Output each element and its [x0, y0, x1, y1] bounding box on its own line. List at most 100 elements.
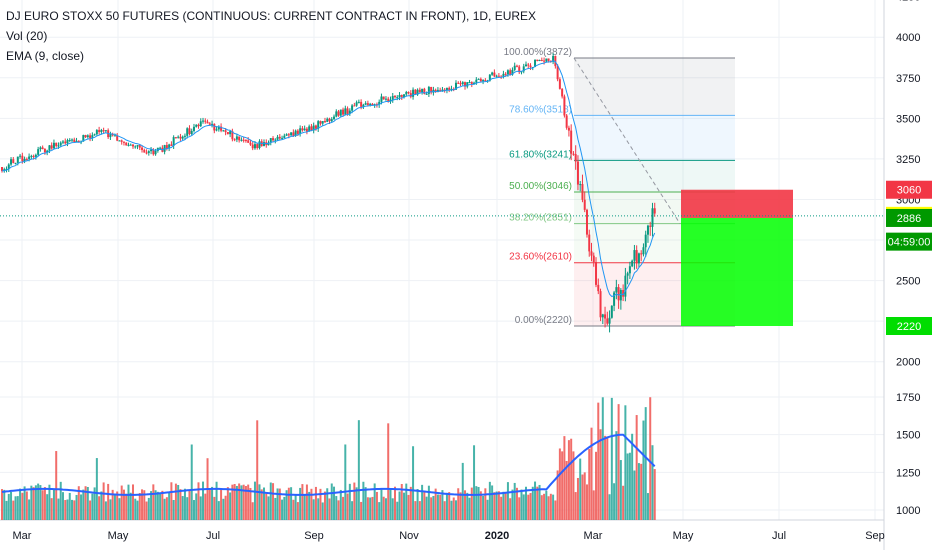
candle-body	[238, 136, 241, 141]
volume-bar	[364, 487, 367, 520]
candle-body	[649, 225, 652, 227]
volume-bar	[202, 481, 205, 520]
volume-bar	[156, 491, 159, 520]
candle-body	[631, 260, 634, 267]
candle-body	[595, 262, 598, 285]
candle-body	[147, 151, 150, 153]
volume-bar	[579, 458, 582, 520]
volume-bar	[64, 500, 67, 520]
candle-body	[534, 59, 537, 67]
candle-body	[224, 130, 227, 133]
volume-ema-line	[1, 433, 656, 496]
volume-bar	[188, 491, 191, 520]
candle-body	[95, 130, 98, 135]
volume-bar	[283, 496, 286, 520]
volume-bar	[28, 499, 31, 520]
y-tick-label: 1000	[896, 505, 920, 517]
candle-body	[373, 104, 376, 106]
volume-bar	[217, 501, 220, 520]
volume-bar	[104, 501, 107, 520]
volume-bar	[3, 489, 6, 520]
candle-body	[529, 65, 532, 68]
candle-body	[398, 95, 401, 98]
candle-body	[129, 144, 132, 146]
candle-body	[84, 135, 87, 138]
volume-bar	[192, 500, 195, 520]
candle-body	[511, 69, 514, 75]
volume-bar	[606, 436, 609, 520]
candle-body	[509, 70, 512, 75]
volume-bar	[371, 496, 374, 520]
candle-body	[601, 314, 604, 318]
volume-bar	[141, 489, 144, 520]
volume-bar	[538, 484, 541, 520]
candle-body	[138, 145, 141, 148]
candle-body	[206, 121, 209, 124]
candle-body	[556, 66, 559, 80]
volume-bar	[430, 497, 433, 520]
price-badge-label: 04:59:00	[888, 237, 931, 249]
x-tick-label: Sep	[304, 530, 324, 542]
volume-bar	[405, 483, 408, 520]
candle-body	[292, 132, 295, 136]
volume-bar	[256, 420, 259, 520]
y-tick-label: 3500	[896, 113, 920, 125]
volume-bar	[308, 491, 311, 520]
volume-bar	[222, 498, 225, 520]
volume-bar	[522, 494, 525, 520]
volume-bar	[73, 500, 76, 520]
candle-body	[364, 103, 367, 105]
candle-body	[477, 78, 480, 80]
volume-bar	[366, 497, 369, 520]
volume-bar	[583, 472, 586, 520]
volume-bar	[373, 483, 376, 520]
price-badge	[886, 180, 932, 199]
candle-body	[199, 121, 202, 127]
candle-body	[269, 138, 272, 143]
indicator-volume[interactable]: Vol (20)	[6, 29, 48, 43]
candle-body	[10, 159, 13, 165]
candle-body	[113, 135, 116, 137]
candle-body	[491, 72, 494, 75]
candle-body	[32, 155, 35, 157]
candle-body	[50, 145, 53, 149]
volume-bar	[511, 489, 514, 520]
candle-body	[330, 119, 333, 122]
x-tick-label: May	[108, 530, 129, 542]
volume-bar	[301, 484, 304, 520]
candle-body	[145, 152, 148, 154]
volume-bar	[14, 496, 17, 520]
volume-bar	[37, 483, 40, 520]
volume-bar	[574, 492, 577, 520]
candle-body	[391, 96, 394, 100]
candle-body	[558, 79, 561, 89]
candle-body	[506, 70, 509, 75]
volume-bar	[292, 499, 295, 520]
x-tick-label: Mar	[584, 530, 603, 542]
candle-body	[308, 126, 311, 132]
volume-bar	[491, 485, 494, 520]
fib-level-label: 23.60%(2610)	[509, 252, 572, 263]
volume-bar	[344, 444, 347, 520]
candle-body	[100, 130, 103, 133]
indicator-ema[interactable]: EMA (9, close)	[6, 49, 85, 63]
candle-body	[52, 142, 55, 149]
y-tick-label: 1750	[896, 392, 920, 404]
volume-bar	[567, 440, 570, 520]
volume-bar	[452, 497, 455, 520]
volume-bar	[326, 488, 329, 520]
volume-bar	[441, 490, 444, 520]
candle-body	[202, 120, 205, 122]
candle-body	[380, 96, 383, 102]
volume-bar	[592, 490, 595, 520]
volume-bar	[434, 488, 437, 520]
volume-bar	[5, 500, 8, 520]
candle-body	[430, 86, 433, 93]
volume-bar	[154, 490, 157, 520]
candle-body	[466, 82, 469, 87]
volume-bar	[303, 495, 306, 520]
volume-bar	[554, 500, 557, 520]
fib-zone	[574, 160, 735, 192]
volume-bar	[486, 499, 489, 520]
